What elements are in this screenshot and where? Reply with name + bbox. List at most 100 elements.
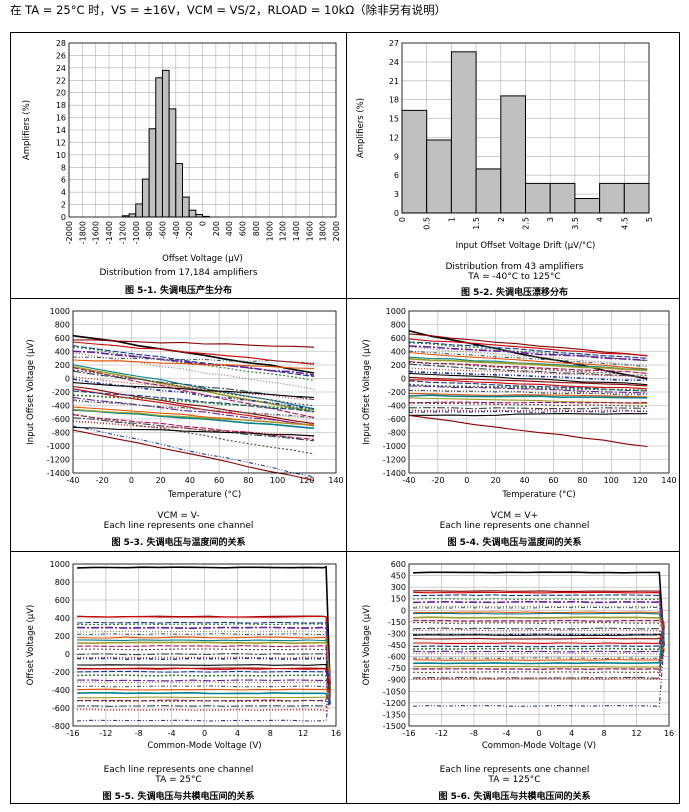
x-tick-label: -40: [402, 476, 415, 485]
x-tick-label: 0: [199, 221, 208, 226]
y-tick-label: 800: [55, 321, 70, 330]
y-tick-label: 1000: [386, 307, 406, 316]
series-line: [408, 358, 648, 372]
chart-offset-vs-vcm-25c: -800 -600 -400 -200 0 200 400 600 800 1000 Offset …: [26, 560, 341, 751]
y-tick-label: 0: [65, 375, 70, 384]
x-tick-label: 0: [398, 217, 407, 222]
series-line: [413, 590, 665, 644]
series-line: [408, 397, 648, 404]
fig4-caption: VCM = V+: [490, 511, 539, 521]
y-tick-label: -600: [52, 415, 70, 424]
y-tick-label: 6: [61, 176, 66, 185]
y-tick-label: 21: [389, 77, 399, 86]
x-tick-label: -400: [172, 221, 181, 239]
x-tick-label: 8: [601, 729, 606, 738]
x-tick-label: 800: [252, 221, 261, 236]
y-axis-label: Offset Voltage (μV): [26, 605, 36, 686]
series-line: [72, 413, 315, 455]
x-tick-label: 1600: [305, 221, 314, 241]
series-line: [77, 639, 331, 687]
figure-grid: 0 2 4 6 8 10 12 14 16 18 20 22 24 26 28 Amplifiers (%) O…: [10, 32, 680, 804]
y-tick-label: 800: [391, 321, 406, 330]
x-tick-label: -1600: [92, 221, 101, 244]
series-line: [413, 621, 665, 645]
series-line: [77, 692, 331, 699]
x-tick-label: -1200: [118, 221, 127, 244]
fig6-caption: Each line represents one channel: [439, 765, 590, 775]
series-line: [72, 396, 315, 427]
histogram-bar: [401, 109, 428, 214]
cell-divider-vertical: [346, 33, 347, 803]
series-line: [408, 350, 648, 368]
x-tick-label: 80: [243, 476, 253, 485]
fig4-title: 图 5-4. 失调电压与温度间的关系: [447, 538, 582, 548]
x-tick-label: 1000: [265, 221, 274, 241]
y-tick-label: -600: [388, 415, 406, 424]
fig1-caption: Distribution from 17,184 amplifiers: [99, 268, 258, 278]
series-line: [77, 621, 331, 696]
series-line: [413, 611, 665, 644]
series-line: [77, 648, 331, 704]
histogram-bar: [135, 203, 143, 218]
x-tick-label: 1.5: [472, 217, 481, 230]
fig2-caption: Distribution from 43 amplifiers: [445, 262, 584, 272]
histogram-bar: [155, 77, 163, 218]
series-line: [408, 376, 648, 387]
x-tick-label: 200: [212, 221, 221, 236]
y-tick-label: -200: [388, 388, 406, 397]
x-axis-label: Temperature (°C): [501, 490, 575, 500]
y-tick-label: 16: [56, 114, 66, 123]
x-tick-label: 100: [270, 476, 285, 485]
series-line: [77, 688, 331, 702]
x-tick-label: -4: [168, 729, 176, 738]
x-tick-label: 2: [497, 217, 506, 222]
series-line: [413, 600, 665, 628]
series-line: [408, 402, 648, 407]
series-line: [77, 645, 331, 702]
series-line: [72, 399, 315, 419]
y-axis-label: Amplifiers (%): [22, 100, 32, 160]
x-tick-label: 0.5: [423, 217, 432, 230]
x-tick-label: 16: [664, 729, 674, 738]
series-line: [413, 623, 665, 655]
histogram-bar: [623, 182, 650, 214]
y-tick-label: -1050: [383, 687, 406, 696]
y-tick-label: 26: [56, 51, 66, 60]
x-tick-label: 3: [546, 217, 555, 222]
series-line: [77, 626, 331, 687]
y-tick-label: 12: [56, 138, 66, 147]
series-line: [413, 627, 665, 651]
y-axis-label: Offset Voltage (μV): [362, 605, 372, 686]
fig3-caption: VCM = V-: [157, 511, 200, 521]
x-tick-label: 8: [268, 729, 273, 738]
x-axis-label: Common-Mode Voltage (V): [147, 741, 261, 751]
fig3-caption2: Each line represents one channel: [103, 521, 254, 531]
histogram-bar: [148, 128, 157, 218]
series-line: [408, 367, 648, 378]
series-line: [77, 691, 331, 705]
x-tick-label: 120: [299, 476, 314, 485]
x-tick-label: -1400: [105, 221, 114, 244]
plot-border: [68, 42, 337, 218]
y-tick-label: 0: [394, 209, 399, 218]
x-axis-label: Temperature (°C): [167, 490, 241, 500]
y-tick-label: 600: [391, 334, 406, 343]
y-tick-label: 15: [389, 115, 399, 124]
y-tick-label: 12: [389, 133, 399, 142]
histogram-bar: [500, 95, 527, 214]
plot-border: [408, 310, 670, 474]
x-tick-label: -12: [99, 729, 112, 738]
x-tick-label: -1800: [78, 221, 87, 244]
x-tick-label: 60: [214, 476, 224, 485]
y-tick-label: -1000: [383, 442, 406, 451]
y-tick-label: -1200: [383, 456, 406, 465]
y-tick-label: -800: [388, 429, 406, 438]
x-tick-label: -40: [66, 476, 79, 485]
series-line: [413, 648, 665, 668]
y-tick-label: -900: [388, 676, 406, 685]
y-axis-label: Input Offset Voltage (μV): [362, 339, 372, 444]
histogram-bar: [128, 213, 137, 218]
series-line: [408, 370, 648, 382]
series-line: [408, 385, 648, 394]
